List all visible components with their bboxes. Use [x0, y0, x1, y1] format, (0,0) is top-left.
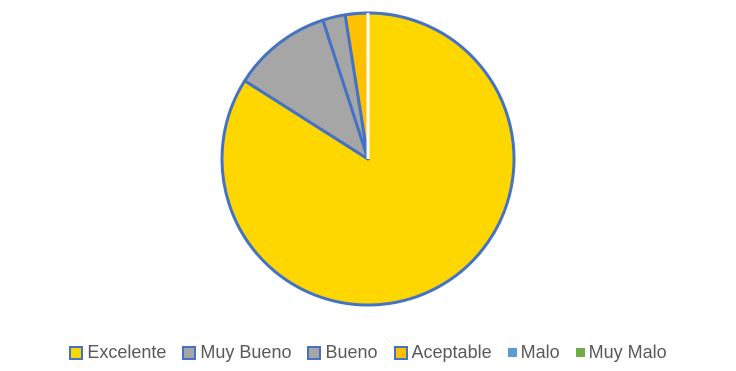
legend-swatch-muy-malo	[575, 348, 585, 357]
legend-label-aceptable: Aceptable	[411, 342, 492, 362]
chart-legend: Excelente Muy Bueno Bueno Aceptable Malo Muy …	[0, 342, 736, 363]
pie-chart-plot	[220, 11, 516, 307]
legend-item-muy-bueno: Muy Bueno	[182, 342, 291, 363]
legend-item-malo: Malo	[507, 342, 560, 363]
pie-slice-muy-bueno	[243, 18, 370, 161]
legend-label-excelente: Excelente	[87, 342, 167, 362]
legend-label-malo: Malo	[520, 342, 560, 362]
legend-swatch-muy-bueno	[182, 345, 197, 360]
legend-item-aceptable: Aceptable	[393, 342, 492, 363]
legend-swatch-bueno	[307, 345, 322, 360]
legend-item-muy-malo: Muy Malo	[575, 342, 667, 363]
legend-label-bueno: Bueno	[325, 342, 378, 362]
legend-label-muy-bueno: Muy Bueno	[200, 342, 292, 362]
legend-label-muy-malo: Muy Malo	[588, 342, 667, 362]
legend-swatch-malo	[507, 348, 517, 357]
legend-swatch-excelente	[69, 345, 84, 360]
legend-item-bueno: Bueno	[307, 342, 378, 363]
legend-item-excelente: Excelente	[69, 342, 166, 363]
legend-swatch-aceptable	[393, 345, 408, 360]
